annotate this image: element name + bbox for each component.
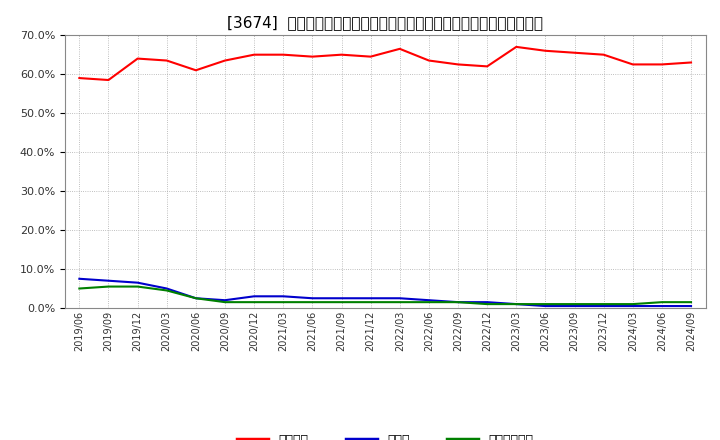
Title: [3674]  自己資本、のれん、繰延税金資産の総資産に対する比率の推移: [3674] 自己資本、のれん、繰延税金資産の総資産に対する比率の推移: [228, 15, 543, 30]
Legend: 自己資本, のれん, 繰延税金資産: 自己資本, のれん, 繰延税金資産: [232, 429, 539, 440]
